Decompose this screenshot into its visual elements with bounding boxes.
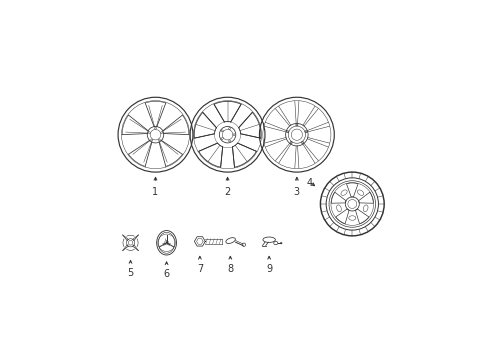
Text: 2: 2 [224,187,231,197]
Text: 3: 3 [294,187,300,197]
Text: 5: 5 [127,268,134,278]
Text: 7: 7 [196,264,203,274]
Text: 9: 9 [266,264,272,274]
Text: 1: 1 [152,187,159,197]
Text: 6: 6 [164,269,170,279]
Text: 4: 4 [306,177,313,188]
Text: 8: 8 [227,264,233,274]
